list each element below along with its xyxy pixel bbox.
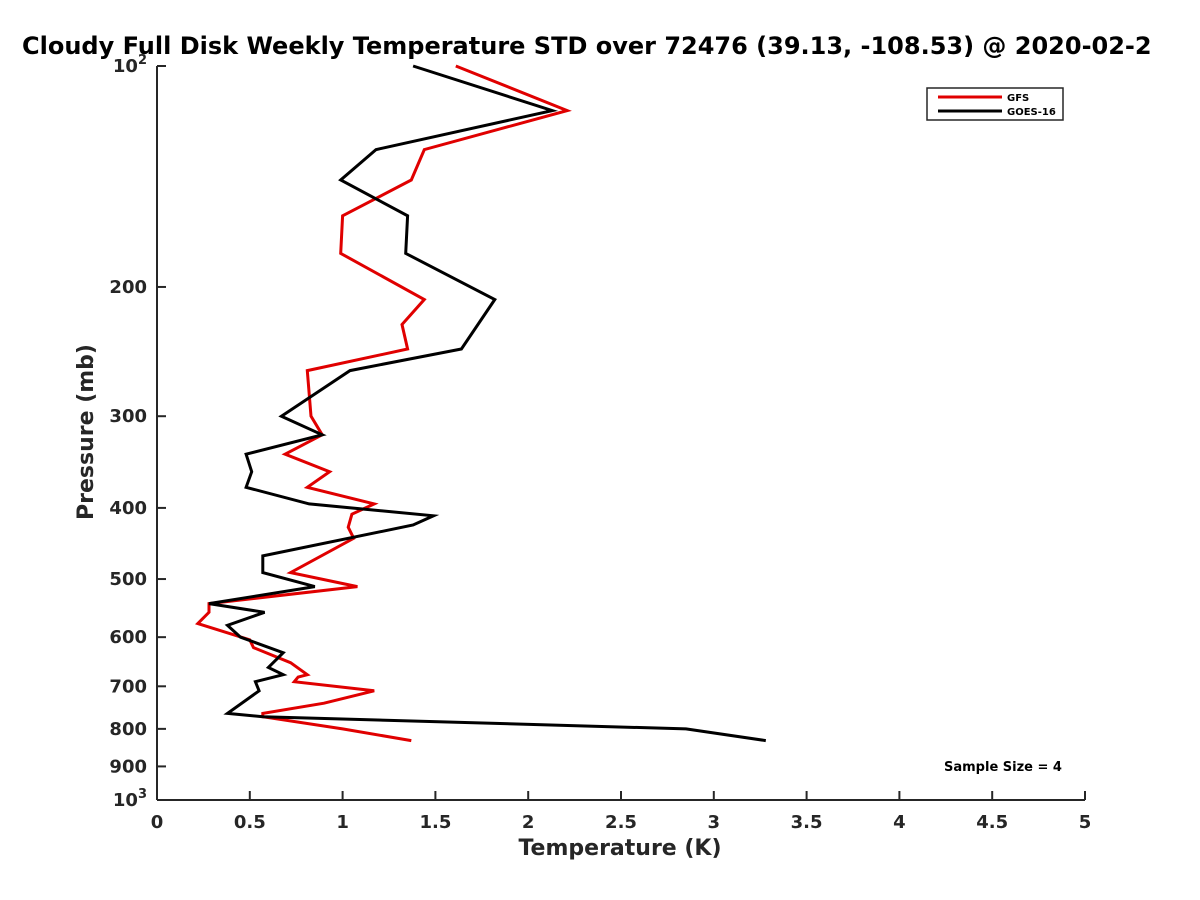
axes: 0 0.5 1 1.5 2 2.5 3 3.5 4 4.5 5 102 200 300 400 500 600 7… bbox=[109, 53, 1091, 833]
sample-size-annotation: Sample Size = 4 bbox=[944, 760, 1062, 775]
x-tick-label: 4 bbox=[893, 812, 906, 833]
legend-label: GOES-16 bbox=[1007, 107, 1056, 118]
y-tick-label: 700 bbox=[109, 676, 147, 697]
x-tick-label: 0 bbox=[151, 812, 164, 833]
y-tick-label: 103 bbox=[113, 787, 147, 811]
chart-title: Cloudy Full Disk Weekly Temperature STD … bbox=[22, 32, 1152, 60]
y-tick-label: 500 bbox=[109, 569, 147, 590]
x-tick-label: 2 bbox=[522, 812, 535, 833]
y-tick-label: 200 bbox=[109, 277, 147, 298]
x-tick-label: 3.5 bbox=[791, 812, 823, 833]
x-tick-label: 1.5 bbox=[419, 812, 451, 833]
legend-box bbox=[926, 87, 1064, 121]
y-tick-label: 102 bbox=[113, 53, 147, 77]
series-line-gfs bbox=[194, 64, 572, 743]
x-axis-label: Temperature (K) bbox=[518, 836, 721, 861]
y-tick-label: 300 bbox=[109, 406, 147, 427]
y-tick-label: 400 bbox=[109, 498, 147, 519]
x-tick-label: 4.5 bbox=[976, 812, 1008, 833]
legend: GFS GOES-16 bbox=[926, 87, 1064, 121]
y-tick-label: 900 bbox=[109, 756, 147, 777]
legend-label: GFS bbox=[1007, 93, 1029, 104]
x-tick-label: 3 bbox=[708, 812, 721, 833]
y-tick-label: 800 bbox=[109, 719, 147, 740]
series-layer bbox=[194, 64, 767, 743]
x-tick-label: 1 bbox=[336, 812, 349, 833]
y-axis-label: Pressure (mb) bbox=[74, 344, 99, 520]
series-line-goes-16 bbox=[208, 64, 767, 743]
x-tick-label: 5 bbox=[1079, 812, 1092, 833]
x-tick-label: 2.5 bbox=[605, 812, 637, 833]
x-tick-label: 0.5 bbox=[234, 812, 266, 833]
y-tick-label: 600 bbox=[109, 627, 147, 648]
